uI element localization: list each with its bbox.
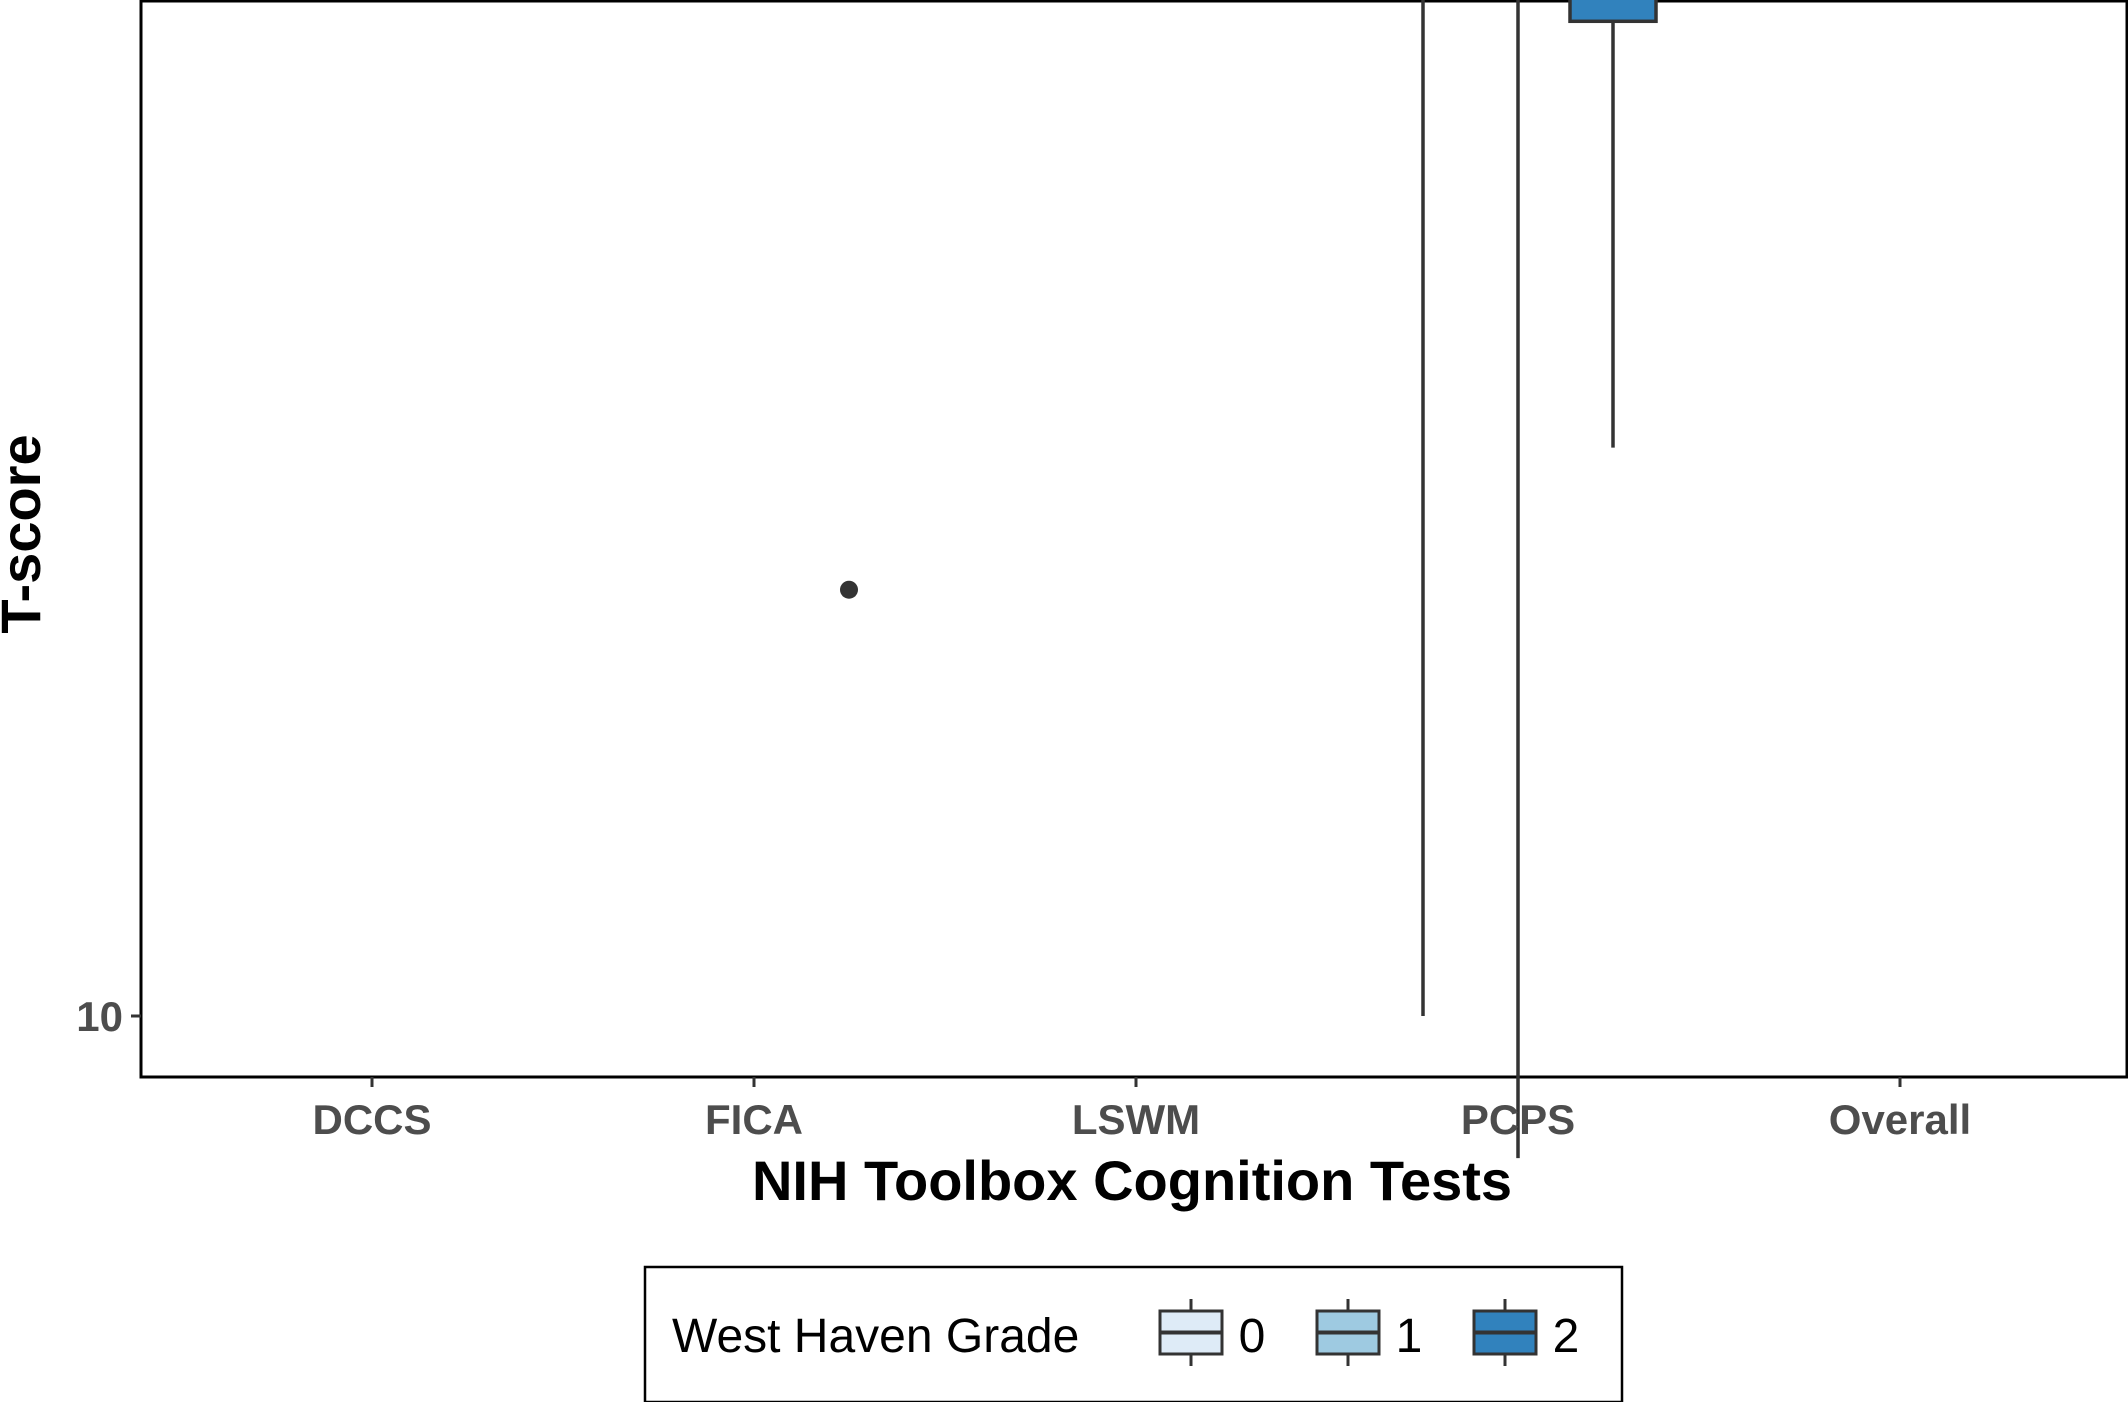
legend-key-grade-1: 1 xyxy=(1315,1299,1423,1366)
x-axis-title: NIH Toolbox Cognition Tests xyxy=(752,1149,1512,1212)
legend-key-label: 2 xyxy=(1553,1310,1580,1363)
box-PCPS-grade-1 xyxy=(1516,0,1520,1159)
box-iqr xyxy=(1568,0,1658,24)
x-tick-label: LSWM xyxy=(1072,1096,1200,1143)
legend-frame xyxy=(643,1265,1624,1402)
plot-panel xyxy=(139,0,2128,1079)
legend: West Haven Grade 0 1 2 xyxy=(643,1265,1624,1402)
legend-key-grade-2: 2 xyxy=(1472,1299,1580,1366)
legend-key-label: 1 xyxy=(1396,1310,1423,1363)
y-tick-label: 10 xyxy=(76,993,123,1040)
outlier-point xyxy=(840,580,858,599)
legend-key-label: 0 xyxy=(1239,1310,1266,1363)
legend-keys: 0 1 2 xyxy=(1158,1299,1580,1366)
x-axis: DCCS FICA LSWM PCPS Overall xyxy=(312,1077,1971,1143)
x-tick-label: FICA xyxy=(705,1096,803,1143)
box-PCPS-grade-2 xyxy=(1568,0,1658,448)
x-tick-label: Overall xyxy=(1829,1096,1971,1143)
plot-area xyxy=(139,0,2128,1159)
y-axis-title: T-score xyxy=(0,434,52,633)
box-PCPS-grade-0 xyxy=(1421,0,1425,1016)
legend-title: West Haven Grade xyxy=(672,1310,1079,1363)
y-axis: 1020304050607080 xyxy=(76,993,141,1040)
x-tick-label: DCCS xyxy=(312,1096,431,1143)
x-tick-label: PCPS xyxy=(1461,1096,1575,1143)
legend-key-grade-0: 0 xyxy=(1158,1299,1266,1366)
box-FICA-grade-2 xyxy=(840,580,858,599)
